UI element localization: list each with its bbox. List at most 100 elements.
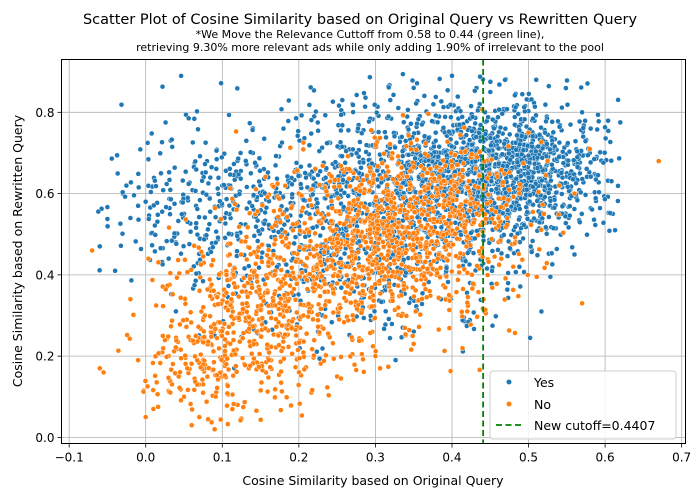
no-point xyxy=(277,219,284,226)
yes-point xyxy=(123,182,130,189)
no-point xyxy=(204,286,211,293)
no-point xyxy=(435,295,442,301)
no-point xyxy=(364,173,370,179)
no-point xyxy=(160,333,166,339)
no-point xyxy=(127,296,134,302)
yes-point xyxy=(308,130,314,137)
no-point xyxy=(253,329,260,335)
yes-point xyxy=(363,149,369,155)
no-point xyxy=(200,253,207,260)
yes-point xyxy=(289,191,295,198)
yes-point xyxy=(317,168,323,175)
no-point xyxy=(375,163,381,169)
yes-point xyxy=(491,125,497,132)
yes-point xyxy=(607,210,613,216)
no-point xyxy=(428,224,435,231)
no-point xyxy=(334,280,340,287)
yes-point xyxy=(208,164,215,170)
no-point xyxy=(254,208,261,214)
legend: Yes No New cutoff=0.4407 xyxy=(489,370,677,440)
yes-point xyxy=(117,220,124,227)
no-point xyxy=(459,167,466,173)
yes-point xyxy=(286,97,292,104)
no-point xyxy=(413,147,420,153)
yes-point xyxy=(425,135,432,141)
yes-point xyxy=(582,138,589,144)
yes-point xyxy=(180,177,186,184)
no-point xyxy=(541,211,547,217)
no-point xyxy=(378,197,385,203)
yes-point xyxy=(419,121,425,128)
yes-point xyxy=(559,203,566,210)
no-point xyxy=(459,313,465,320)
no-point xyxy=(485,259,492,265)
no-point xyxy=(219,328,225,334)
no-point xyxy=(409,333,416,339)
no-point xyxy=(391,257,397,264)
yes-point xyxy=(397,139,403,145)
no-point xyxy=(200,339,206,346)
no-point xyxy=(402,325,408,331)
yes-point xyxy=(488,178,495,184)
yes-point xyxy=(591,216,597,223)
no-point xyxy=(300,146,307,153)
no-point xyxy=(440,157,446,164)
no-point xyxy=(160,345,166,352)
yes-point xyxy=(579,176,586,182)
yes-point xyxy=(256,178,262,185)
y-tick-label: 0.8 xyxy=(35,106,54,120)
yes-point xyxy=(465,171,471,178)
no-point xyxy=(251,269,257,275)
no-point xyxy=(256,364,262,370)
yes-point xyxy=(505,270,511,276)
no-point xyxy=(321,249,328,255)
no-point xyxy=(387,141,393,147)
yes-point xyxy=(192,158,199,165)
no-point xyxy=(199,376,206,383)
plot-frame xyxy=(61,59,686,444)
no-point xyxy=(240,306,246,312)
yes-point xyxy=(314,348,320,355)
no-point xyxy=(296,355,303,361)
yes-point xyxy=(234,85,241,92)
no-point xyxy=(462,149,469,155)
no-point xyxy=(264,341,271,348)
yes-point xyxy=(485,114,491,120)
yes-point xyxy=(362,94,369,101)
yes-point xyxy=(373,109,380,116)
no-point xyxy=(301,366,308,373)
yes-point xyxy=(382,308,389,315)
no-point xyxy=(258,302,265,309)
yes-point xyxy=(531,215,537,222)
yes-point xyxy=(577,189,584,196)
no-point xyxy=(291,250,297,256)
no-point xyxy=(496,262,502,268)
yes-point xyxy=(597,205,603,211)
no-point xyxy=(460,160,467,167)
yes-point xyxy=(223,196,230,202)
no-point xyxy=(476,248,482,255)
no-point xyxy=(467,242,474,248)
yes-point xyxy=(543,224,549,231)
no-point xyxy=(328,198,335,204)
no-point xyxy=(244,256,250,263)
yes-point xyxy=(512,224,518,230)
no-point xyxy=(325,211,332,218)
no-point xyxy=(237,338,243,345)
yes-point xyxy=(571,206,578,212)
yes-point xyxy=(515,169,522,175)
yes-point xyxy=(516,141,523,148)
no-point xyxy=(246,210,253,216)
no-point xyxy=(275,332,282,339)
yes-point xyxy=(391,133,398,140)
yes-point xyxy=(200,278,206,284)
no-point xyxy=(422,151,428,157)
yes-point xyxy=(254,238,261,244)
no-point xyxy=(560,230,566,236)
yes-point xyxy=(488,142,494,149)
yes-point xyxy=(293,160,300,166)
yes-point xyxy=(472,235,478,242)
no-point xyxy=(398,261,405,268)
no-point xyxy=(427,261,434,268)
yes-point xyxy=(283,261,290,268)
